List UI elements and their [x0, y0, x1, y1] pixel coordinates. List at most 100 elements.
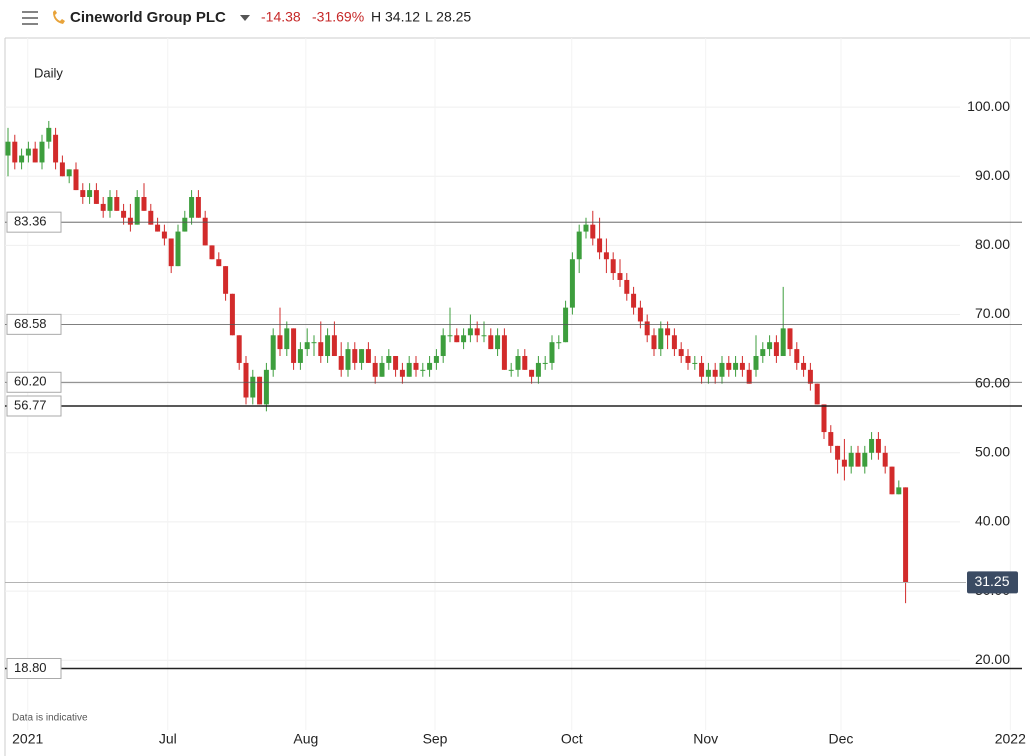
- x-tick-label: Dec: [829, 731, 854, 747]
- candle-body: [746, 369, 752, 384]
- candle-body: [257, 376, 263, 405]
- candle-body: [692, 362, 698, 364]
- session-high: H 34.12: [371, 9, 420, 25]
- candle-body: [501, 335, 507, 370]
- candle-body: [393, 356, 399, 370]
- candle-body: [331, 335, 337, 357]
- candle-body: [705, 369, 711, 377]
- candle-body: [284, 328, 290, 350]
- candle-body: [250, 376, 256, 398]
- candle-body: [481, 335, 487, 337]
- candle-body: [372, 362, 378, 377]
- candle-body: [773, 342, 779, 357]
- candle-body: [583, 224, 589, 232]
- candle-body: [175, 231, 181, 267]
- candle-body: [617, 273, 623, 280]
- candle-body: [474, 328, 480, 336]
- level-label: 83.36: [14, 214, 47, 229]
- candle-body: [311, 342, 317, 344]
- candle-body: [386, 356, 392, 363]
- candle-body: [121, 210, 127, 218]
- candle-body: [821, 404, 827, 433]
- candle-body: [155, 224, 161, 232]
- candle-body: [223, 266, 229, 294]
- candle-body: [807, 369, 813, 384]
- x-tick-label: Nov: [693, 731, 718, 747]
- level-label: 68.58: [14, 316, 47, 331]
- candle-body: [182, 217, 188, 232]
- candle-body: [53, 134, 59, 163]
- candle-body: [195, 197, 201, 218]
- candle-body: [32, 148, 38, 163]
- candle-body: [318, 342, 324, 357]
- candle-body: [338, 356, 344, 370]
- candle-body: [420, 369, 426, 371]
- dropdown-arrow[interactable]: [240, 15, 250, 21]
- candle-body: [794, 349, 800, 363]
- candle-body: [114, 197, 120, 211]
- level-label-box: [6, 657, 62, 679]
- candle-body: [665, 328, 671, 336]
- candle-body: [671, 335, 677, 350]
- candle-body: [297, 349, 303, 363]
- candle-body: [141, 197, 147, 211]
- candle-body: [488, 335, 494, 350]
- y-tick-label: 90.00: [975, 167, 1010, 183]
- instrument-name[interactable]: Cineworld Group PLC: [70, 9, 226, 26]
- candle-body: [352, 349, 358, 363]
- level-label-box: [6, 395, 62, 417]
- candle-body: [699, 362, 705, 377]
- level-label: 60.20: [14, 374, 47, 389]
- candle-body: [678, 349, 684, 357]
- level-label: 56.77: [14, 397, 47, 412]
- menu-icon[interactable]: [22, 11, 38, 25]
- candle-body: [637, 307, 643, 322]
- candle-body: [590, 224, 596, 239]
- candle-body: [801, 362, 807, 370]
- y-tick-label: 20.00: [975, 651, 1010, 667]
- candle-body: [399, 369, 405, 377]
- candle-body: [433, 356, 439, 363]
- candle-body: [780, 328, 786, 357]
- candle-body: [80, 190, 86, 198]
- candle-body: [161, 231, 167, 239]
- candle-body: [753, 356, 759, 370]
- candle-body: [644, 321, 650, 336]
- candle-body: [569, 259, 575, 308]
- candle-body: [508, 369, 514, 371]
- candle-body: [563, 307, 569, 343]
- candle-body: [610, 259, 616, 274]
- candle-body: [515, 356, 521, 370]
- candle-body: [658, 328, 664, 350]
- candle-body: [66, 169, 72, 177]
- candle-body: [624, 279, 630, 294]
- header-bar: [0, 0, 1030, 38]
- candle-body: [869, 438, 875, 453]
- candle-body: [325, 335, 331, 357]
- candle-body: [454, 335, 460, 343]
- candle-body: [685, 356, 691, 363]
- candle-body: [522, 356, 528, 370]
- candle-body: [848, 452, 854, 467]
- level-label-box: [6, 211, 62, 233]
- level-label: 18.80: [14, 660, 47, 675]
- candle-body: [93, 190, 99, 204]
- candle-body: [229, 293, 235, 336]
- candle-body: [236, 335, 242, 363]
- y-tick-label: 40.00: [975, 513, 1010, 529]
- candle-body: [379, 362, 385, 377]
- candle-body: [134, 197, 140, 225]
- candle-body: [413, 362, 419, 370]
- candle-body: [189, 197, 195, 218]
- candle-body: [345, 349, 351, 370]
- candle-body: [855, 452, 861, 467]
- x-tick-label: 2022: [995, 731, 1026, 747]
- candle-body: [39, 141, 45, 163]
- candle-body: [427, 362, 433, 370]
- candle-body: [576, 231, 582, 260]
- candle-body: [291, 328, 297, 363]
- candle-body: [733, 362, 739, 370]
- candle-body: [168, 238, 174, 267]
